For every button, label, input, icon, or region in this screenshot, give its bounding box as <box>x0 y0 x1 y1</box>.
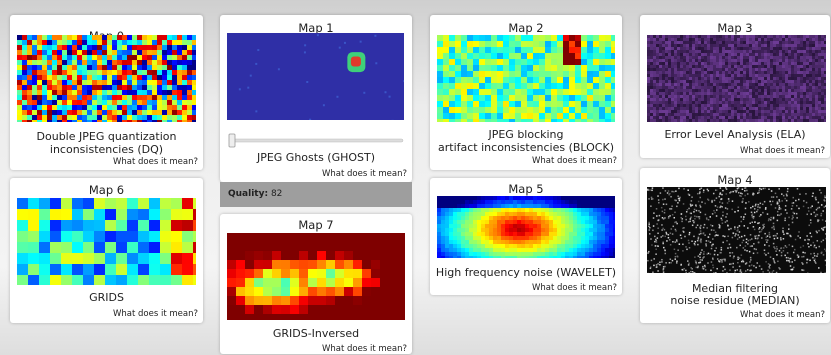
info-link[interactable]: What does it mean? <box>740 146 825 156</box>
info-link[interactable]: What does it mean? <box>532 156 617 166</box>
info-link[interactable]: What does it mean? <box>322 169 407 179</box>
quality-slider[interactable] <box>227 133 405 149</box>
info-link[interactable]: What does it mean? <box>740 310 825 320</box>
quality-value: 82 <box>271 189 282 199</box>
map-image <box>227 233 405 320</box>
map-card: Map 5 High frequency noise (WAVELET) What … <box>430 178 622 295</box>
map-title: Map 4 <box>640 173 830 187</box>
map-description: Error Level Analysis (ELA) <box>640 128 830 141</box>
quality-label: Quality: <box>228 189 268 199</box>
page: Map 0Double JPEG quantizationinconsisten… <box>0 0 831 355</box>
map-description: JPEG blocking <box>430 128 622 141</box>
map-image <box>17 35 196 122</box>
map-description: GRIDS <box>10 291 203 304</box>
map-image <box>437 35 615 122</box>
map-card: Map 7 GRIDS-Inversed What does it mean? <box>220 214 412 354</box>
info-link[interactable]: What does it mean? <box>322 344 407 354</box>
map-image <box>17 198 196 285</box>
map-card: Map 2 JPEG blockingartifact inconsistenci… <box>430 15 622 170</box>
map-image <box>437 196 615 258</box>
map-description: High frequency noise (WAVELET) <box>430 266 622 279</box>
map-description: inconsistencies (DQ) <box>10 143 203 156</box>
map-description: JPEG Ghosts (GHOST) <box>220 151 412 164</box>
map-description: artifact inconsistencies (BLOCK) <box>430 141 622 154</box>
info-link[interactable]: What does it mean? <box>113 157 198 167</box>
map-title: Map 6 <box>10 183 203 197</box>
map-title: Map 3 <box>640 21 830 35</box>
map-description: noise residue (MEDIAN) <box>640 294 830 307</box>
map-card: Map 6 GRIDS What does it mean? <box>10 178 203 323</box>
map-card: Map 1JPEG Ghosts (GHOST)What does it mea… <box>220 15 412 182</box>
info-link[interactable]: What does it mean? <box>532 283 617 293</box>
map-card: Map 4Median filteringnoise residue (MEDI… <box>640 168 830 323</box>
map-title: Map 5 <box>430 182 622 196</box>
quality-bar: Quality: 82 <box>220 182 412 207</box>
map-image <box>647 187 826 273</box>
map-card: Map 0Double JPEG quantizationinconsisten… <box>10 15 203 170</box>
map-title: Map 7 <box>220 218 412 232</box>
map-card: Map 3 Error Level Analysis (ELA) What does… <box>640 15 830 158</box>
info-link[interactable]: What does it mean? <box>113 309 198 319</box>
map-title: Map 2 <box>430 21 622 35</box>
map-image <box>227 33 404 120</box>
map-description: Double JPEG quantization <box>10 130 203 143</box>
map-description: GRIDS-Inversed <box>220 327 412 340</box>
map-image <box>647 35 826 122</box>
